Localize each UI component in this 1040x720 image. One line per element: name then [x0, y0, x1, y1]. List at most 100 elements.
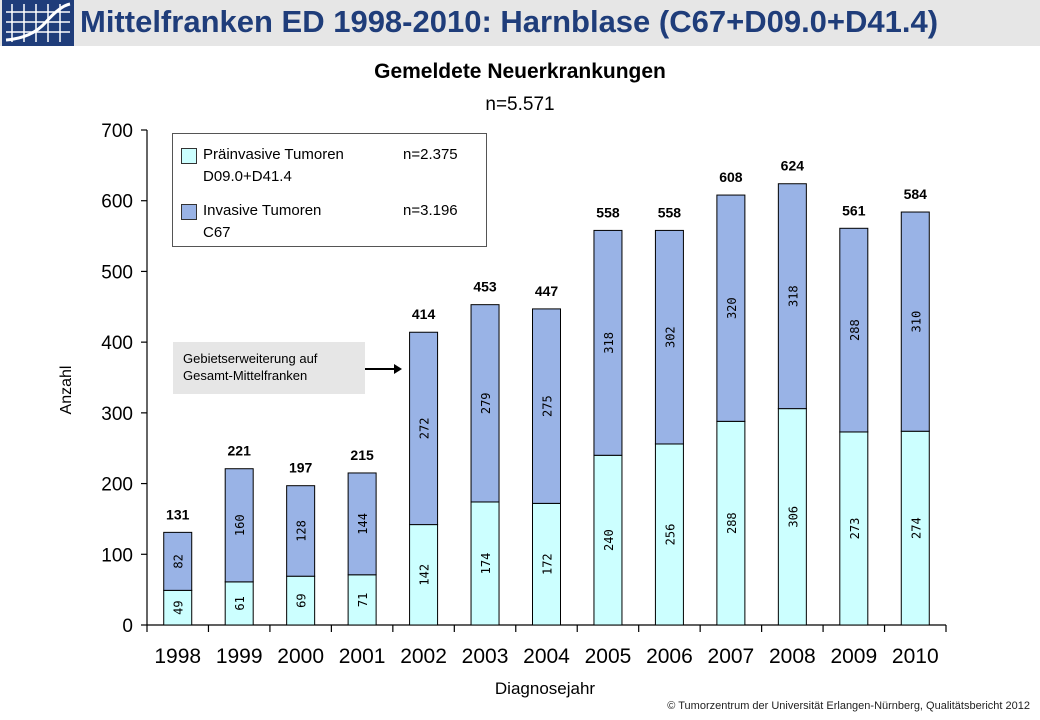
bar-total-label: 584 — [904, 186, 928, 202]
bar-total-label: 624 — [781, 158, 805, 174]
legend-code-invasive: C67 — [203, 224, 231, 241]
segment-value-label: 256 — [663, 524, 677, 546]
bar-segment-invasive — [409, 331, 439, 526]
page-title: Mittelfranken ED 1998-2010: Harnblase (C… — [80, 4, 939, 39]
segment-value-label: 320 — [725, 297, 739, 319]
legend-label-invasive: Invasive Tumoren — [203, 202, 322, 219]
legend-n-invasive: n=3.196 — [403, 202, 458, 219]
y-tick-label: 400 — [101, 333, 133, 354]
bar-segment-preinvasive — [286, 575, 316, 626]
bar-segment-preinvasive — [900, 430, 930, 626]
annotation-text: Gebietserweiterung auf Gesamt-Mittelfran… — [183, 350, 317, 384]
x-tick-label: 2003 — [462, 645, 509, 668]
y-tick-label: 300 — [101, 404, 133, 425]
segment-value-label: 318 — [602, 332, 616, 354]
x-tick-label: 2004 — [523, 645, 570, 668]
segment-value-label: 288 — [725, 512, 739, 534]
bar-segment-invasive — [593, 229, 623, 456]
bar-segment-preinvasive — [347, 574, 377, 626]
header-bar: Mittelfranken ED 1998-2010: Harnblase (C… — [0, 0, 1040, 46]
bar-segment-preinvasive — [593, 454, 623, 626]
bar-total-label: 197 — [289, 460, 313, 476]
annotation-line1: Gebietserweiterung auf — [183, 351, 318, 366]
annotation-arrow — [365, 364, 402, 374]
segment-value-label: 274 — [909, 517, 923, 539]
segment-value-label: 272 — [418, 418, 432, 440]
bar-segment-invasive — [347, 472, 377, 576]
legend-n-preinvasive: n=2.375 — [403, 146, 458, 163]
bar-segment-preinvasive — [777, 408, 807, 626]
y-tick-label: 0 — [122, 616, 133, 637]
x-tick-label: 2002 — [400, 645, 447, 668]
legend-swatch-invasive — [181, 204, 197, 220]
x-axis-label: Diagnosejahr — [495, 679, 596, 698]
x-tick-label: 2009 — [830, 645, 877, 668]
chart-subtitle: n=5.571 — [485, 94, 555, 115]
segment-value-label: 310 — [909, 311, 923, 333]
segment-value-label: 302 — [663, 326, 677, 348]
segment-value-label: 275 — [541, 395, 555, 417]
x-tick-label: 2008 — [769, 645, 816, 668]
bar-segment-invasive — [716, 194, 746, 422]
segment-value-label: 160 — [233, 514, 247, 536]
bar-segment-preinvasive — [470, 501, 500, 626]
x-tick-label: 2007 — [708, 645, 755, 668]
segment-value-label: 128 — [295, 520, 309, 542]
bar-total-label: 131 — [166, 506, 190, 522]
x-tick-label: 2010 — [892, 645, 939, 668]
bar-segment-preinvasive — [163, 589, 193, 626]
logo-icon — [2, 0, 74, 46]
bars — [163, 183, 930, 626]
legend-code-preinvasive: D09.0+D41.4 — [203, 168, 292, 185]
bar-segment-invasive — [532, 308, 561, 504]
bar-segment-preinvasive — [654, 443, 684, 626]
segment-value-label: 306 — [786, 506, 800, 528]
segment-value-label: 279 — [479, 392, 493, 414]
bar-total-label: 215 — [350, 447, 374, 463]
y-tick-label: 100 — [101, 545, 133, 566]
bar-segment-invasive — [777, 183, 807, 410]
y-tick-label: 500 — [101, 262, 133, 283]
segment-value-label: 288 — [848, 319, 862, 341]
bar-segment-invasive — [654, 229, 684, 445]
bar-segment-invasive — [224, 468, 254, 583]
annotation-box: Gebietserweiterung auf Gesamt-Mittelfran… — [173, 342, 365, 394]
segment-value-label: 142 — [418, 564, 432, 586]
segment-value-label: 240 — [602, 529, 616, 551]
data-labels: 49 82 131 61 160 221 69 128 197 71 144 215 142 272 414… — [166, 158, 927, 615]
bar-segment-preinvasive — [224, 581, 254, 626]
bar-segment-preinvasive — [532, 502, 561, 626]
bar-segment-preinvasive — [716, 420, 746, 626]
legend-swatch-preinvasive — [181, 148, 197, 164]
segment-value-label: 318 — [786, 285, 800, 307]
y-tick-label: 600 — [101, 192, 133, 213]
segment-value-label: 82 — [172, 554, 186, 568]
x-tick-label: 1999 — [216, 645, 263, 668]
x-tick-label: 2000 — [277, 645, 324, 668]
y-axis: 0 100 200 300 400 500 600 700 — [101, 121, 148, 637]
segment-value-label: 172 — [541, 553, 555, 575]
footer-credit: © Tumorzentrum der Universität Erlangen-… — [667, 700, 1030, 712]
x-tick-label: 2005 — [585, 645, 632, 668]
x-axis: 1998 1999 2000 2001 2002 2003 2004 2005 2006 2007… — [146, 624, 947, 668]
bar-segment-invasive — [900, 211, 930, 432]
x-tick-label: 1998 — [154, 645, 201, 668]
bar-segment-invasive — [470, 304, 500, 503]
bar-segment-invasive — [286, 485, 316, 577]
bar-segment-invasive — [839, 227, 869, 433]
bar-total-label: 221 — [228, 443, 252, 459]
y-tick-label: 200 — [101, 475, 133, 496]
y-axis-label: Anzahl — [58, 366, 75, 415]
bar-total-label: 447 — [535, 283, 559, 299]
legend: Präinvasive Tumoren n=2.375 D09.0+D41.4 … — [172, 133, 487, 247]
x-tick-label: 2006 — [646, 645, 693, 668]
y-tick-label: 700 — [101, 121, 133, 142]
bar-total-label: 558 — [658, 204, 682, 220]
bar-total-label: 561 — [842, 202, 866, 218]
segment-value-label: 174 — [479, 553, 493, 575]
bar-total-label: 414 — [412, 306, 436, 322]
segment-value-label: 144 — [356, 513, 370, 535]
bar-segment-preinvasive — [839, 431, 869, 626]
bar-segment-invasive — [163, 531, 193, 591]
